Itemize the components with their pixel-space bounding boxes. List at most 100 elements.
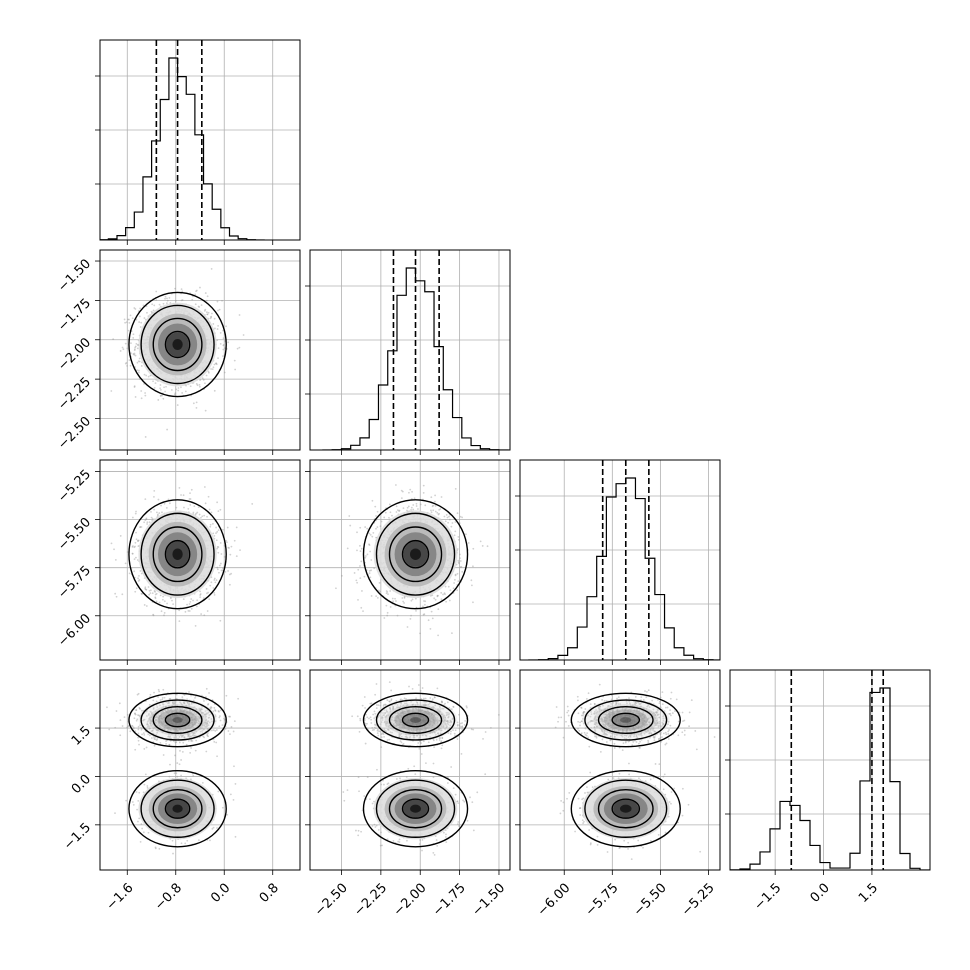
sample-point (457, 562, 460, 565)
sample-point (197, 506, 200, 509)
sample-point (189, 721, 192, 724)
sample-point (434, 494, 437, 497)
sample-point (149, 592, 152, 595)
sample-point (430, 610, 433, 613)
sample-point (217, 510, 220, 513)
sample-point (414, 597, 417, 600)
sample-point (158, 303, 161, 306)
sample-point (225, 539, 228, 542)
sample-point (224, 718, 226, 721)
sample-point (251, 503, 254, 505)
sample-point (154, 597, 157, 600)
sample-point (410, 509, 412, 511)
sample-point (193, 505, 196, 508)
sample-point (146, 521, 149, 524)
sample-point (182, 701, 185, 704)
sample-point (182, 721, 185, 724)
sample-point (144, 436, 147, 438)
sample-point (185, 712, 188, 714)
sample-point (385, 590, 388, 592)
sample-point (135, 719, 138, 722)
sample-point (174, 717, 177, 720)
sample-point (357, 598, 359, 601)
sample-point (175, 728, 178, 731)
sample-point (216, 501, 219, 504)
sample-point (440, 591, 443, 594)
sample-point (205, 374, 208, 377)
sample-point (149, 374, 152, 377)
sample-point (128, 359, 131, 362)
sample-point (144, 394, 147, 397)
sample-point (335, 587, 337, 590)
sample-point (192, 511, 195, 514)
sample-point (158, 721, 161, 724)
sample-point (153, 508, 156, 511)
sample-point (176, 704, 179, 707)
sample-point (161, 710, 164, 713)
sample-point (182, 718, 185, 721)
sample-point (239, 549, 241, 552)
sample-point (163, 502, 166, 505)
sample-point (177, 387, 180, 389)
sample-point (217, 790, 220, 793)
sample-point (204, 292, 207, 294)
sample-point (160, 610, 163, 613)
sample-point (207, 371, 210, 374)
sample-point (150, 711, 153, 714)
sample-point (170, 711, 173, 713)
sample-point (199, 725, 202, 728)
hist-panel-3 (515, 459, 721, 665)
sample-point (216, 300, 219, 303)
sample-point (203, 514, 206, 517)
sample-point (378, 581, 381, 584)
sample-point (135, 538, 138, 541)
sample-point (371, 499, 374, 502)
sample-point (184, 721, 186, 724)
sample-point (134, 354, 137, 357)
contour-line (140, 512, 215, 596)
sample-point (224, 570, 227, 573)
sample-point (177, 716, 180, 719)
sample-point (170, 707, 173, 710)
contour-line (164, 330, 191, 359)
hist-panel-1 (95, 39, 301, 245)
sample-point (182, 719, 185, 721)
sample-point (152, 707, 155, 709)
sample-point (223, 555, 226, 558)
sample-point (432, 504, 435, 507)
sample-point (166, 708, 169, 711)
sample-point (356, 531, 358, 534)
sample-point (124, 562, 127, 565)
sample-point (192, 732, 195, 734)
sample-point (151, 303, 154, 306)
sample-point (415, 610, 417, 612)
sample-point (215, 362, 218, 365)
sample-point (199, 286, 201, 289)
sample-point (197, 722, 200, 725)
sample-point (168, 775, 171, 778)
sample-point (143, 604, 146, 606)
sample-point (209, 707, 212, 710)
sample-point (148, 521, 151, 524)
sample-point (215, 729, 218, 731)
sample-point (221, 528, 224, 531)
sample-point (136, 369, 139, 372)
sample-point (444, 585, 447, 588)
sample-point (159, 394, 162, 397)
sample-point (133, 386, 136, 388)
sample-point (217, 551, 220, 554)
sample-point (173, 709, 176, 712)
sample-point (443, 592, 446, 595)
sample-point (131, 317, 134, 320)
sample-point (192, 402, 195, 405)
sample-point (192, 732, 195, 735)
sample-point (144, 773, 147, 776)
sample-point (353, 572, 356, 574)
sample-point (364, 556, 367, 559)
sample-point (434, 504, 437, 507)
sample-point (150, 589, 152, 592)
sample-point (233, 720, 236, 722)
sample-point (163, 386, 165, 389)
sample-point (215, 526, 218, 529)
sample-point (154, 716, 157, 719)
